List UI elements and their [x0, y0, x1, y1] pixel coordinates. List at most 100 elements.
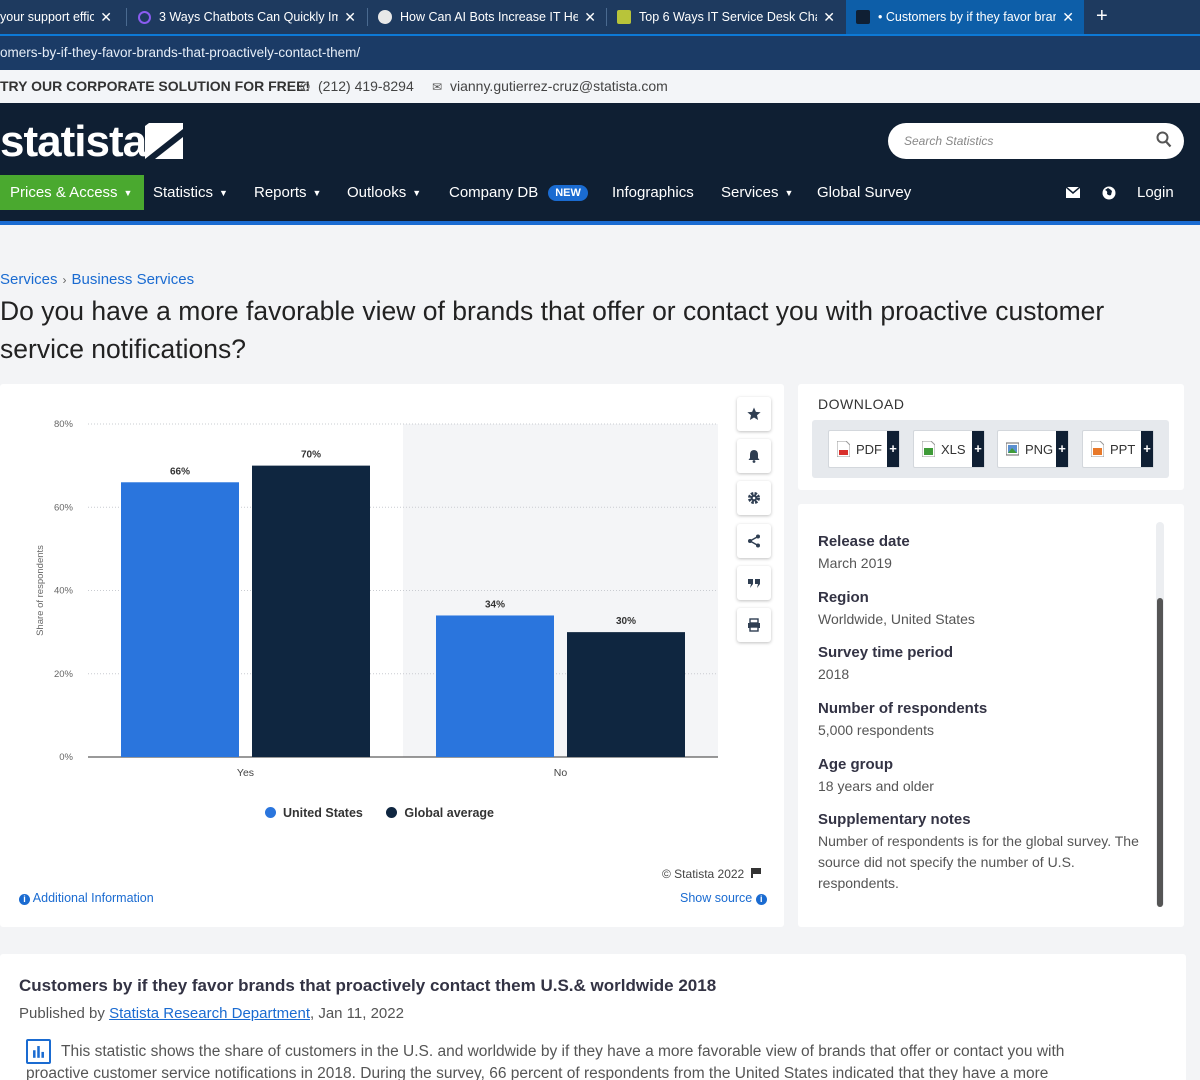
close-icon[interactable]: ✕ [1062, 8, 1074, 25]
download-png-button[interactable]: PNG + [997, 430, 1069, 468]
publisher-link[interactable]: Statista Research Department [109, 1005, 310, 1022]
close-icon[interactable]: ✕ [823, 8, 835, 25]
chart-legend: United States Global average [265, 806, 514, 820]
settings-button[interactable] [737, 481, 771, 515]
additional-information-link[interactable]: i Additional Information [19, 891, 154, 905]
nav-global-survey[interactable]: Global Survey [817, 175, 911, 210]
email-address: vianny.gutierrez-cruz@statista.com [450, 78, 668, 94]
format-label: PDF [856, 441, 882, 457]
show-source-link[interactable]: Show source i [680, 891, 767, 905]
nav-infographics[interactable]: Infographics [612, 175, 694, 210]
breadcrumb-business-services[interactable]: Business Services [71, 271, 195, 288]
ppt-file-icon [1091, 441, 1104, 457]
chevron-right-icon: › [62, 273, 67, 287]
statista-logo-mark-icon [145, 123, 183, 159]
bar [121, 482, 239, 757]
nav-company-db[interactable]: Company DB NEW [449, 175, 588, 210]
nav-label: Global Survey [817, 184, 912, 201]
region: Region Worldwide, United States [818, 589, 1158, 630]
browser-tab-active[interactable]: • Customers by if they favor brands ✕ [846, 0, 1084, 34]
caret-down-icon: ▼ [123, 187, 133, 198]
favorite-button[interactable] [737, 397, 771, 431]
tab-divider [126, 8, 127, 26]
statista-logo[interactable]: statista [0, 117, 147, 166]
phone-contact[interactable]: ✆ (212) 419-8294 [300, 78, 414, 94]
plus-icon: + [972, 431, 984, 467]
login-label: Login [1137, 184, 1174, 201]
share-button[interactable] [737, 524, 771, 558]
phone-icon: ✆ [300, 80, 311, 94]
corporate-trial-link[interactable]: TRY OUR CORPORATE SOLUTION FOR FREE! [0, 78, 311, 94]
nav-services[interactable]: Services ▼ [721, 175, 793, 210]
address-bar[interactable]: omers-by-if-they-favor-brands-that-proac… [0, 34, 1200, 70]
close-icon[interactable]: ✕ [584, 8, 596, 25]
x-tick-label: Yes [237, 767, 254, 779]
nav-label: Reports [254, 184, 307, 201]
download-ppt-button[interactable]: PPT + [1082, 430, 1154, 468]
globe-icon[interactable] [1102, 175, 1116, 210]
browser-tab-strip: your support efficiency ✕ 3 Ways Chatbot… [0, 0, 1200, 34]
meta-key: Region [818, 589, 869, 606]
published-prefix: Published by [19, 1005, 110, 1022]
breadcrumb-services[interactable]: Services [0, 271, 58, 288]
tab-label: Top 6 Ways IT Service Desk Chatbots [639, 10, 817, 24]
browser-tab[interactable]: your support efficiency ✕ [0, 0, 122, 34]
data-label: 34% [485, 599, 505, 610]
nav-statistics[interactable]: Statistics ▼ [153, 175, 228, 210]
meta-value: 18 years and older [818, 778, 934, 794]
meta-key: Release date [818, 533, 910, 550]
download-heading: DOWNLOAD [818, 396, 905, 412]
nav-prices-access[interactable]: Prices & Access ▼ [0, 175, 145, 210]
nav-label: Outlooks [347, 184, 407, 201]
format-label: PNG [1025, 441, 1054, 457]
x-tick-label: No [554, 767, 568, 779]
print-button[interactable] [737, 608, 771, 642]
info-icon: i [755, 894, 767, 905]
close-icon[interactable]: ✕ [100, 8, 112, 25]
nav-label: Company DB [449, 184, 539, 201]
new-tab-plus-icon[interactable]: + [1096, 5, 1108, 27]
caret-down-icon: ▼ [219, 187, 228, 198]
y-tick-label: 0% [59, 752, 73, 763]
caret-down-icon: ▼ [784, 187, 794, 198]
flag-icon[interactable] [750, 868, 761, 878]
chatbot-favicon-icon [138, 10, 151, 24]
login-link[interactable]: Login [1137, 175, 1174, 210]
phone-number: (212) 419-8294 [318, 78, 414, 94]
details-scrollbar-thumb[interactable] [1157, 598, 1163, 907]
gear-icon [748, 492, 760, 504]
quote-icon [748, 579, 760, 588]
png-file-icon [1006, 442, 1019, 456]
contact-bar: TRY OUR CORPORATE SOLUTION FOR FREE! ✆ (2… [0, 70, 1200, 103]
legend-item[interactable]: United States [265, 806, 363, 820]
search-placeholder: Search Statistics [904, 134, 994, 148]
tab-label: 3 Ways Chatbots Can Quickly Improve [159, 10, 339, 24]
meta-key: Age group [818, 756, 893, 773]
download-pdf-button[interactable]: PDF + [828, 430, 900, 468]
email-contact[interactable]: ✉ vianny.gutierrez-cruz@statista.com [432, 78, 668, 94]
nav-outlooks[interactable]: Outlooks ▼ [347, 175, 421, 210]
mail-icon[interactable] [1066, 175, 1080, 210]
meta-value: Number of respondents is for the global … [818, 833, 1139, 891]
legend-item[interactable]: Global average [386, 806, 494, 820]
cite-button[interactable] [737, 566, 771, 600]
data-label: 30% [616, 616, 636, 627]
close-icon[interactable]: ✕ [344, 8, 356, 25]
notification-button[interactable] [737, 439, 771, 473]
site-header: statista Search Statistics Prices & Acce… [0, 103, 1200, 225]
survey-time-period: Survey time period 2018 [818, 644, 1158, 685]
share-icon [748, 534, 760, 548]
meta-key: Survey time period [818, 644, 954, 661]
browser-tab[interactable]: Top 6 Ways IT Service Desk Chatbots ✕ [607, 0, 845, 34]
bar-chart: 0% 20% 40% 60% 80% Share of respondents 66% 70%… [35, 419, 718, 779]
nav-reports[interactable]: Reports ▼ [254, 175, 321, 210]
y-axis-label: Share of respondents [35, 545, 46, 636]
new-badge: NEW [548, 184, 588, 201]
data-label: 66% [170, 466, 190, 477]
search-icon[interactable] [1156, 131, 1172, 149]
browser-tab[interactable]: How Can AI Bots Increase IT Help ✕ [368, 0, 606, 34]
browser-tab[interactable]: 3 Ways Chatbots Can Quickly Improve ✕ [128, 0, 366, 34]
legend-swatch [265, 807, 276, 818]
search-input[interactable]: Search Statistics [888, 123, 1184, 159]
download-xls-button[interactable]: XLS + [913, 430, 985, 468]
